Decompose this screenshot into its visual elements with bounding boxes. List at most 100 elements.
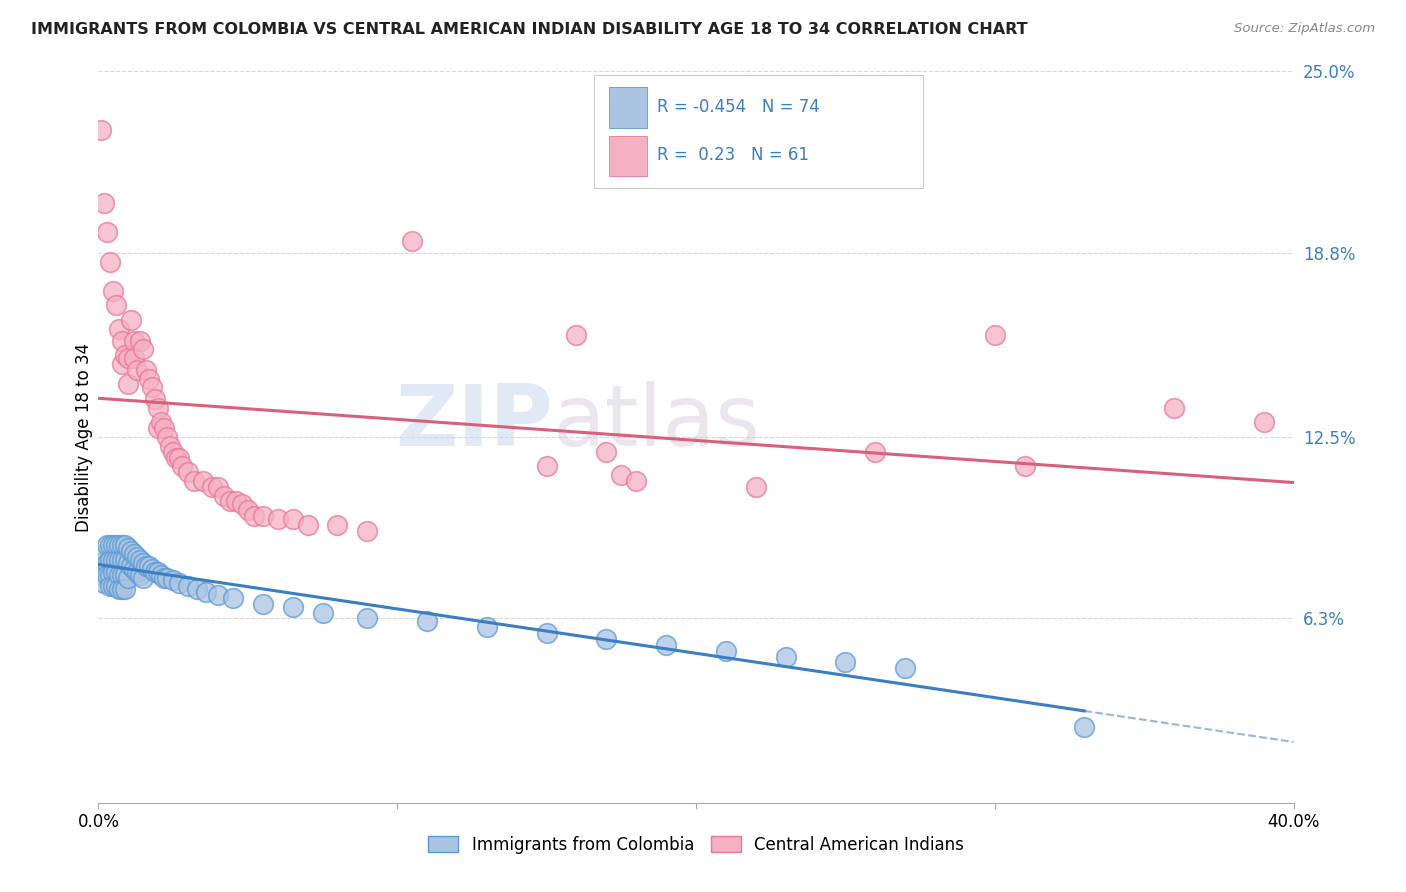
- Point: [108, 582, 131, 597]
- Point: [267, 512, 290, 526]
- Point: [129, 553, 152, 567]
- Text: atlas: atlas: [553, 381, 761, 464]
- Point: [595, 444, 617, 458]
- Point: [148, 421, 170, 435]
- Point: [105, 565, 128, 579]
- Point: [148, 401, 170, 415]
- Point: [143, 392, 166, 406]
- Point: [177, 579, 200, 593]
- Point: [311, 606, 333, 620]
- Point: [167, 576, 190, 591]
- Point: [120, 313, 142, 327]
- Point: [124, 351, 146, 365]
- Point: [148, 565, 170, 579]
- Point: [108, 553, 131, 567]
- Point: [111, 553, 134, 567]
- Point: [212, 489, 235, 503]
- Point: [114, 567, 136, 582]
- Point: [183, 474, 205, 488]
- Text: R =  0.23   N = 61: R = 0.23 N = 61: [657, 146, 808, 164]
- Point: [93, 547, 115, 561]
- Point: [894, 661, 917, 675]
- Point: [141, 562, 163, 576]
- Point: [177, 465, 200, 479]
- Point: [138, 371, 160, 385]
- Point: [90, 556, 112, 570]
- Y-axis label: Disability Age 18 to 34: Disability Age 18 to 34: [75, 343, 93, 532]
- Point: [96, 225, 118, 239]
- Point: [225, 494, 247, 508]
- Point: [120, 544, 142, 558]
- Point: [475, 620, 498, 634]
- Point: [111, 334, 134, 348]
- Point: [416, 615, 439, 629]
- Point: [127, 363, 149, 377]
- Point: [117, 351, 139, 365]
- Text: IMMIGRANTS FROM COLOMBIA VS CENTRAL AMERICAN INDIAN DISABILITY AGE 18 TO 34 CORR: IMMIGRANTS FROM COLOMBIA VS CENTRAL AMER…: [31, 22, 1028, 37]
- Point: [98, 254, 122, 268]
- Point: [153, 421, 176, 435]
- Point: [775, 649, 797, 664]
- Point: [326, 517, 349, 532]
- Point: [159, 439, 181, 453]
- Point: [745, 480, 768, 494]
- Point: [536, 459, 558, 474]
- Point: [93, 576, 115, 591]
- Point: [219, 494, 242, 508]
- Point: [1163, 401, 1185, 415]
- Point: [127, 565, 149, 579]
- Point: [536, 626, 558, 640]
- Point: [135, 363, 157, 377]
- Point: [111, 567, 134, 582]
- Point: [111, 538, 134, 552]
- Point: [191, 474, 214, 488]
- Point: [195, 585, 218, 599]
- Point: [236, 503, 259, 517]
- Point: [132, 343, 155, 357]
- Point: [135, 558, 157, 573]
- Point: [105, 553, 128, 567]
- Point: [90, 123, 112, 137]
- Point: [124, 562, 146, 576]
- Point: [655, 638, 678, 652]
- Point: [252, 509, 274, 524]
- Point: [103, 284, 125, 298]
- Point: [103, 579, 125, 593]
- Text: R = -0.454   N = 74: R = -0.454 N = 74: [657, 98, 820, 116]
- Point: [610, 468, 633, 483]
- Point: [565, 327, 588, 342]
- Point: [105, 298, 128, 312]
- Point: [111, 357, 134, 371]
- Point: [156, 570, 179, 584]
- Point: [114, 553, 136, 567]
- FancyBboxPatch shape: [609, 136, 647, 176]
- Text: ZIP: ZIP: [395, 381, 553, 464]
- Point: [108, 538, 131, 552]
- Point: [117, 570, 139, 584]
- Legend: Immigrants from Colombia, Central American Indians: Immigrants from Colombia, Central Americ…: [422, 829, 970, 860]
- Point: [124, 334, 146, 348]
- Point: [252, 597, 274, 611]
- Point: [626, 474, 648, 488]
- Point: [93, 196, 115, 211]
- Point: [132, 570, 155, 584]
- Point: [143, 565, 166, 579]
- Point: [865, 444, 887, 458]
- Point: [297, 517, 319, 532]
- Point: [281, 599, 304, 614]
- Point: [96, 538, 118, 552]
- Point: [156, 430, 179, 444]
- Point: [356, 611, 378, 625]
- Point: [150, 416, 173, 430]
- Point: [114, 348, 136, 362]
- Point: [105, 579, 128, 593]
- Text: Source: ZipAtlas.com: Source: ZipAtlas.com: [1234, 22, 1375, 36]
- Point: [103, 553, 125, 567]
- Point: [1014, 459, 1036, 474]
- Point: [98, 579, 122, 593]
- Point: [124, 547, 146, 561]
- Point: [108, 567, 131, 582]
- Point: [167, 450, 190, 465]
- Point: [117, 541, 139, 556]
- Point: [172, 459, 194, 474]
